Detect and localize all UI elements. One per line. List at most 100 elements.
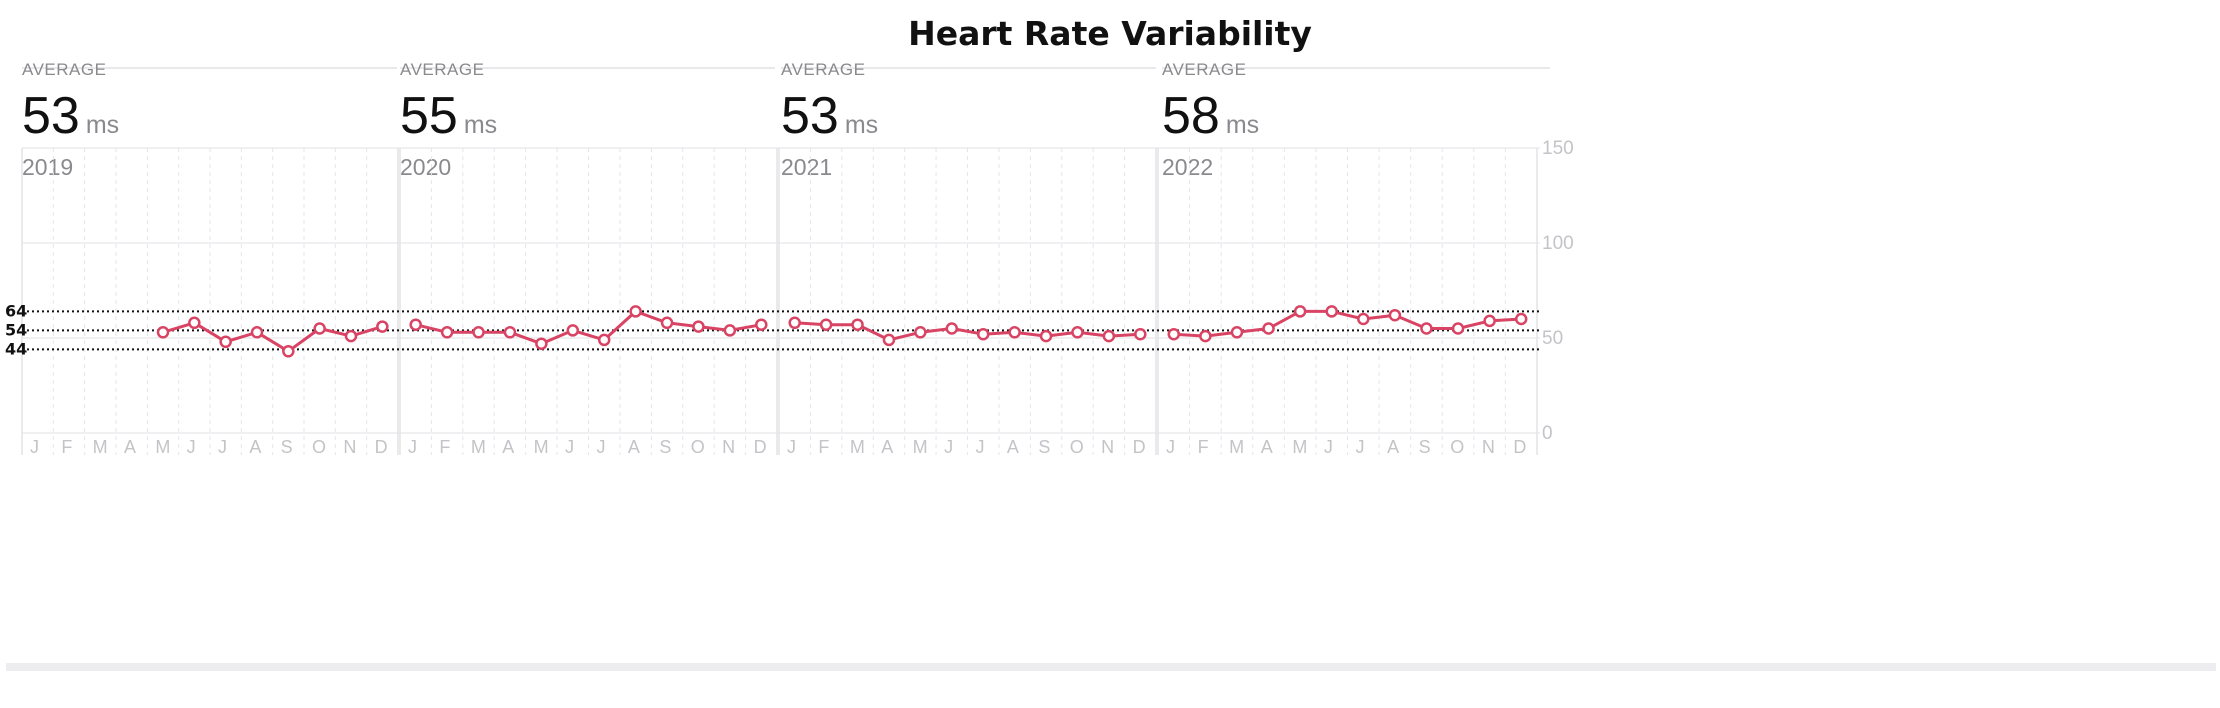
month-tick-label: F	[439, 437, 450, 457]
average-label: AVERAGE	[1162, 60, 1247, 79]
month-tick-label: D	[1513, 437, 1526, 457]
data-point	[629, 305, 642, 318]
month-tick-label: M	[913, 437, 928, 457]
average-label: AVERAGE	[22, 60, 107, 79]
data-point	[788, 316, 801, 330]
data-point	[409, 318, 422, 331]
average-unit: ms	[1225, 111, 1260, 139]
month-tick-label: A	[1261, 437, 1273, 457]
panel-top-divider	[400, 67, 775, 69]
month-tick-label: J	[565, 437, 574, 457]
data-point	[819, 318, 833, 331]
data-point	[692, 320, 705, 333]
data-point	[1102, 329, 1116, 343]
month-tick-label: F	[818, 437, 829, 457]
panel-header-2022: AVERAGE 58 ms 2022	[1162, 60, 1682, 181]
data-point	[1008, 326, 1021, 339]
average-unit: ms	[463, 111, 498, 139]
month-tick-label: J	[1356, 437, 1365, 457]
month-tick-label: J	[1166, 437, 1175, 457]
y-tick-label: 100	[1542, 233, 1574, 254]
data-point	[1262, 322, 1275, 335]
reference-label: 44	[5, 339, 27, 358]
data-point	[1514, 312, 1528, 326]
month-tick-label: A	[881, 437, 893, 457]
data-point	[660, 316, 674, 330]
average-value: 53	[22, 87, 80, 145]
month-tick-label: J	[976, 437, 985, 457]
data-point	[1071, 326, 1084, 339]
month-tick-label: A	[1387, 437, 1399, 457]
data-point	[1230, 326, 1244, 339]
month-tick-label: M	[155, 437, 170, 457]
data-point	[976, 327, 990, 341]
month-tick-label: O	[691, 437, 705, 457]
data-point	[723, 324, 737, 337]
data-point	[503, 326, 517, 339]
data-point	[1167, 327, 1181, 341]
data-point	[1420, 322, 1433, 335]
month-tick-label: J	[597, 437, 606, 457]
month-tick-label: S	[281, 437, 293, 457]
bottom-scroll-bar	[6, 663, 2216, 671]
month-tick-label: N	[1101, 437, 1114, 457]
data-point	[219, 335, 232, 349]
month-tick-label: J	[30, 437, 39, 457]
month-tick-label: J	[944, 437, 953, 457]
month-tick-label: J	[218, 437, 227, 457]
data-point	[1199, 329, 1212, 343]
data-point	[1483, 314, 1496, 328]
data-point	[1388, 308, 1402, 322]
month-tick-label: M	[471, 437, 486, 457]
data-point	[1451, 322, 1465, 335]
month-tick-label: O	[1070, 437, 1084, 457]
data-point	[282, 345, 295, 358]
month-tick-label: D	[375, 437, 388, 457]
y-tick-label: 0	[1542, 423, 1553, 444]
panel-header-2019: AVERAGE 53 ms 2019	[22, 60, 542, 181]
month-tick-label: M	[534, 437, 549, 457]
month-tick-label: A	[502, 437, 514, 457]
month-tick-label: F	[61, 437, 72, 457]
month-tick-label: S	[659, 437, 671, 457]
month-tick-label: J	[787, 437, 796, 457]
data-point	[566, 324, 580, 337]
month-tick-label: A	[628, 437, 640, 457]
month-tick-label: D	[754, 437, 767, 457]
panel-header-2020: AVERAGE 55 ms 2020	[400, 60, 920, 181]
data-point	[597, 333, 611, 347]
data-point	[882, 333, 896, 347]
year-label: 2022	[1162, 154, 1214, 180]
data-point	[250, 326, 264, 339]
data-point	[313, 322, 326, 335]
data-point	[1134, 327, 1147, 341]
data-point	[1357, 312, 1370, 326]
month-tick-label: N	[343, 437, 356, 457]
data-point	[851, 318, 864, 331]
data-point	[440, 326, 454, 339]
month-tick-label: N	[722, 437, 735, 457]
year-label: 2019	[22, 154, 74, 180]
month-tick-label: S	[1038, 437, 1050, 457]
data-point	[755, 318, 768, 331]
data-point	[1325, 305, 1338, 318]
month-tick-label: J	[1324, 437, 1333, 457]
month-tick-label: O	[1450, 437, 1464, 457]
average-unit: ms	[85, 111, 120, 139]
data-point	[376, 320, 389, 333]
data-point	[535, 337, 548, 350]
month-tick-label: J	[408, 437, 417, 457]
year-label: 2021	[781, 154, 833, 180]
month-tick-label: D	[1133, 437, 1146, 457]
month-tick-label: M	[850, 437, 865, 457]
average-value: 58	[1162, 87, 1220, 145]
month-tick-label: N	[1482, 437, 1495, 457]
month-tick-label: M	[93, 437, 108, 457]
month-tick-label: M	[1229, 437, 1244, 457]
month-tick-label: O	[312, 437, 326, 457]
y-tick-label: 50	[1542, 328, 1563, 349]
month-tick-label: F	[1198, 437, 1209, 457]
y-tick-label: 150	[1542, 138, 1574, 159]
data-point	[945, 322, 959, 335]
